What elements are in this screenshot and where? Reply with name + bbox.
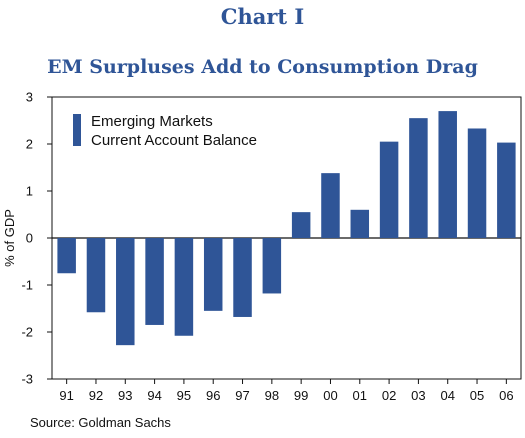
bar-96: [203, 238, 223, 311]
bar-04: [438, 111, 457, 238]
x-tick-label: 04: [440, 388, 454, 403]
y-axis-label: % of GDP: [2, 209, 17, 267]
bar-05: [467, 128, 487, 238]
bar-00: [321, 173, 340, 238]
legend-swatch: [73, 114, 81, 146]
legend-label-line-2: Current Account Balance: [91, 132, 257, 149]
x-tick-label: 91: [59, 388, 73, 403]
x-tick-label: 97: [235, 388, 249, 403]
legend: Emerging Markets Current Account Balance: [73, 113, 257, 149]
y-tick-label: 1: [26, 184, 33, 199]
bar-94: [145, 238, 164, 325]
bar-01: [350, 209, 370, 238]
bar-06: [497, 142, 516, 238]
y-tick-label: 3: [26, 90, 33, 105]
x-axis: 91 92 93 94 95 96 97 98 99 00 01 02 03 04 05 06: [59, 379, 514, 403]
x-tick-label: 00: [323, 388, 337, 403]
x-tick-label: 05: [470, 388, 484, 403]
y-axis: -3 -2 -1 0 1 2 3: [21, 90, 52, 387]
x-tick-label: 95: [177, 388, 191, 403]
source-note: Source: Goldman Sachs: [30, 415, 171, 430]
y-tick-label: -3: [21, 372, 33, 387]
bar-03: [409, 118, 428, 238]
x-tick-label: 99: [294, 388, 308, 403]
bar-98: [262, 238, 282, 294]
x-tick-label: 02: [382, 388, 396, 403]
bar-92: [86, 238, 106, 313]
y-tick-label: 2: [26, 137, 33, 152]
legend-label-line-1: Emerging Markets: [91, 113, 213, 130]
x-tick-label: 93: [118, 388, 132, 403]
x-tick-label: 96: [206, 388, 220, 403]
x-tick-label: 94: [147, 388, 161, 403]
x-tick-label: 01: [353, 388, 367, 403]
chart-title: EM Surpluses Add to Consumption Drag: [47, 56, 478, 78]
bars: [57, 111, 516, 346]
x-tick-label: 92: [89, 388, 103, 403]
x-tick-label: 06: [499, 388, 513, 403]
y-tick-label: 0: [26, 231, 33, 246]
bar-93: [116, 238, 135, 346]
bar-91: [57, 238, 76, 274]
y-tick-label: -1: [21, 278, 33, 293]
x-tick-label: 98: [265, 388, 279, 403]
x-tick-label: 03: [411, 388, 425, 403]
bar-97: [233, 238, 252, 317]
bar-02: [379, 141, 399, 238]
y-tick-label: -2: [21, 325, 33, 340]
bar-95: [174, 238, 194, 336]
chart-label: Chart I: [220, 4, 305, 29]
bar-99: [291, 212, 311, 238]
